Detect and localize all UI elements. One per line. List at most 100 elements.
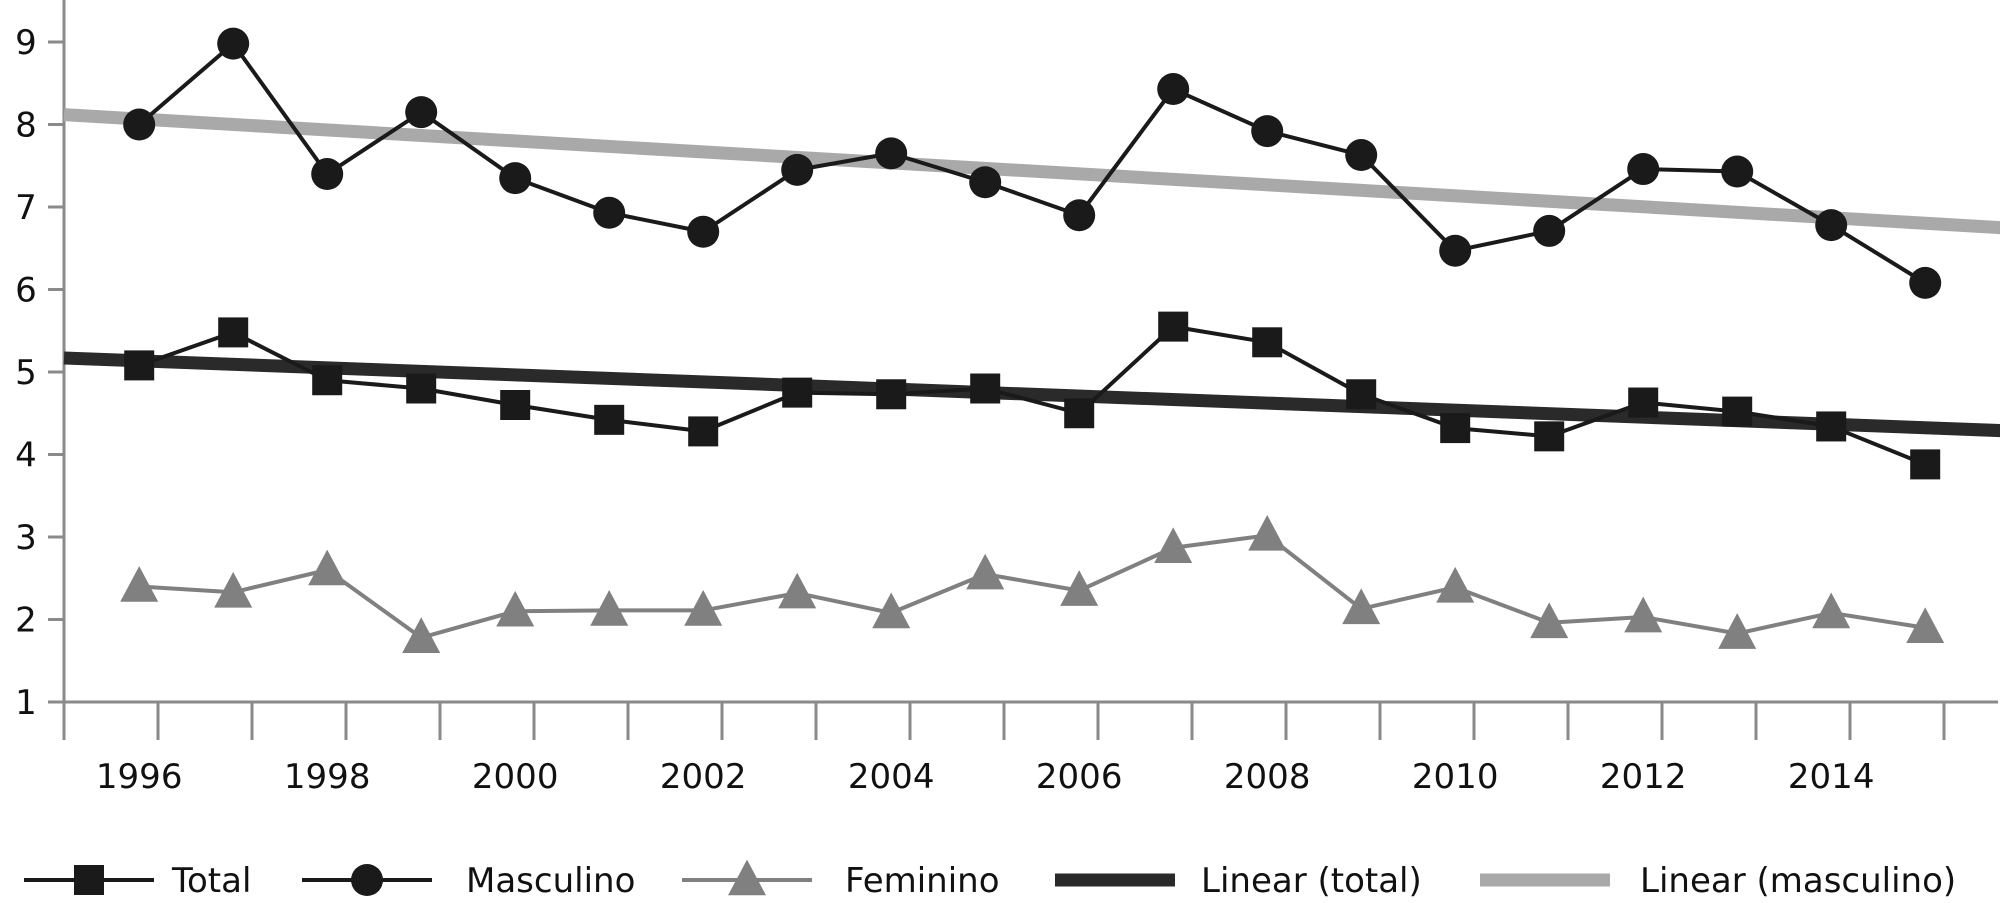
legend-swatch-marker <box>728 859 766 896</box>
data-point-masculino <box>1627 153 1660 186</box>
data-point-total <box>1534 421 1565 452</box>
data-point-masculino <box>781 153 814 186</box>
data-point-total <box>1252 327 1283 358</box>
x-tick-label: 2008 <box>1224 757 1311 797</box>
data-point-feminino <box>214 571 253 608</box>
data-point-masculino <box>1157 73 1190 106</box>
data-point-feminino <box>1530 602 1569 639</box>
legend-label: Feminino <box>845 861 1000 899</box>
legend-item-masculino: Masculino <box>302 861 635 901</box>
legend-label: Linear (total) <box>1201 861 1422 899</box>
y-tick-label: 4 <box>15 436 37 476</box>
data-point-masculino <box>969 166 1002 199</box>
data-point-feminino <box>1436 566 1475 603</box>
legend-item-feminino: Feminino <box>682 859 1000 901</box>
legend-item-linear-masculino: Linear (masculino) <box>1480 861 1956 901</box>
data-point-masculino <box>1251 115 1284 148</box>
data-point-masculino <box>217 27 250 60</box>
y-tick-label: 1 <box>15 683 37 723</box>
data-point-feminino <box>1248 514 1287 551</box>
legend-item-total: Total <box>24 861 251 901</box>
y-tick-label: 3 <box>15 518 37 558</box>
data-point-masculino <box>1533 214 1566 247</box>
y-tick-label: 9 <box>15 23 37 63</box>
data-point-total <box>1158 311 1189 342</box>
data-point-feminino <box>402 617 441 653</box>
axes: 1 2 3 4 5 6 7 8 9 1996 1998 2000 2002 2004 2006 2008 201… <box>15 0 1998 797</box>
data-point-total <box>970 373 1001 404</box>
x-tick-label: 2010 <box>1412 757 1499 797</box>
data-point-feminino <box>496 590 535 627</box>
data-point-total <box>1064 398 1095 429</box>
data-point-feminino <box>308 549 347 586</box>
data-point-masculino <box>499 162 532 195</box>
x-tick-label: 1998 <box>284 757 371 797</box>
data-point-feminino <box>778 572 817 609</box>
x-tick-label: 2014 <box>1788 757 1875 797</box>
data-point-total <box>1628 387 1659 418</box>
data-point-masculino <box>875 137 908 170</box>
data-point-masculino <box>1721 155 1754 188</box>
legend-swatch-marker <box>74 865 104 895</box>
y-tick-label: 6 <box>15 271 37 311</box>
y-tick-label: 7 <box>15 188 37 228</box>
data-point-feminino <box>1342 588 1381 625</box>
x-tick-label: 2002 <box>660 757 747 797</box>
series-line-total <box>138 324 1926 467</box>
data-point-feminino <box>1718 613 1757 649</box>
data-point-total <box>124 350 155 381</box>
data-point-feminino <box>590 590 629 626</box>
legend-swatch-marker <box>351 864 383 896</box>
data-point-masculino <box>1345 139 1378 172</box>
data-point-feminino <box>1154 527 1193 564</box>
series <box>120 27 1945 653</box>
series-line-masculino <box>137 41 1927 285</box>
data-point-feminino <box>1624 596 1663 633</box>
data-point-masculino <box>593 196 626 229</box>
data-point-total <box>218 317 249 348</box>
data-point-total <box>406 373 437 404</box>
legend-label: Total <box>171 861 251 899</box>
x-tick-label: 2000 <box>472 757 559 797</box>
data-point-feminino <box>1906 607 1945 644</box>
x-tick-label: 2006 <box>1036 757 1123 797</box>
data-point-feminino <box>872 592 911 629</box>
data-point-masculino <box>687 215 720 248</box>
data-point-total <box>688 416 719 447</box>
data-point-masculino <box>405 96 438 129</box>
data-point-total <box>500 390 531 420</box>
data-point-total <box>1816 411 1847 442</box>
data-point-feminino <box>1812 592 1851 629</box>
data-point-masculino <box>311 158 344 190</box>
y-tick-label: 2 <box>15 601 37 641</box>
trendline-linear-total <box>63 351 2000 438</box>
data-point-masculino <box>1909 266 1942 299</box>
data-point-total <box>312 365 343 396</box>
data-point-masculino <box>1063 199 1096 232</box>
y-tick-label: 5 <box>15 353 37 393</box>
data-point-feminino <box>1060 570 1099 606</box>
data-point-feminino <box>966 553 1005 590</box>
data-point-total <box>1346 379 1377 410</box>
data-point-masculino <box>1815 209 1848 242</box>
legend-item-linear-total: Linear (total) <box>1055 861 1422 901</box>
data-point-total <box>876 379 907 410</box>
x-tick-label: 2004 <box>848 757 935 797</box>
y-tick-label: 8 <box>15 106 37 146</box>
data-point-total <box>1440 413 1471 444</box>
legend-label: Linear (masculino) <box>1640 861 1956 899</box>
data-point-masculino <box>123 108 156 141</box>
data-point-total <box>1722 396 1753 427</box>
series-line-feminino <box>139 533 1926 640</box>
data-point-feminino <box>120 566 159 602</box>
legend-label: Masculino <box>466 861 635 899</box>
x-tick-label: 2012 <box>1600 757 1687 797</box>
data-point-total <box>1910 449 1941 480</box>
data-point-masculino <box>1439 234 1472 267</box>
data-point-total <box>782 377 813 408</box>
data-point-feminino <box>684 590 723 626</box>
x-tick-label: 1996 <box>96 757 183 797</box>
legend: Total Masculino Feminino Linear (total) Line… <box>24 859 1956 901</box>
